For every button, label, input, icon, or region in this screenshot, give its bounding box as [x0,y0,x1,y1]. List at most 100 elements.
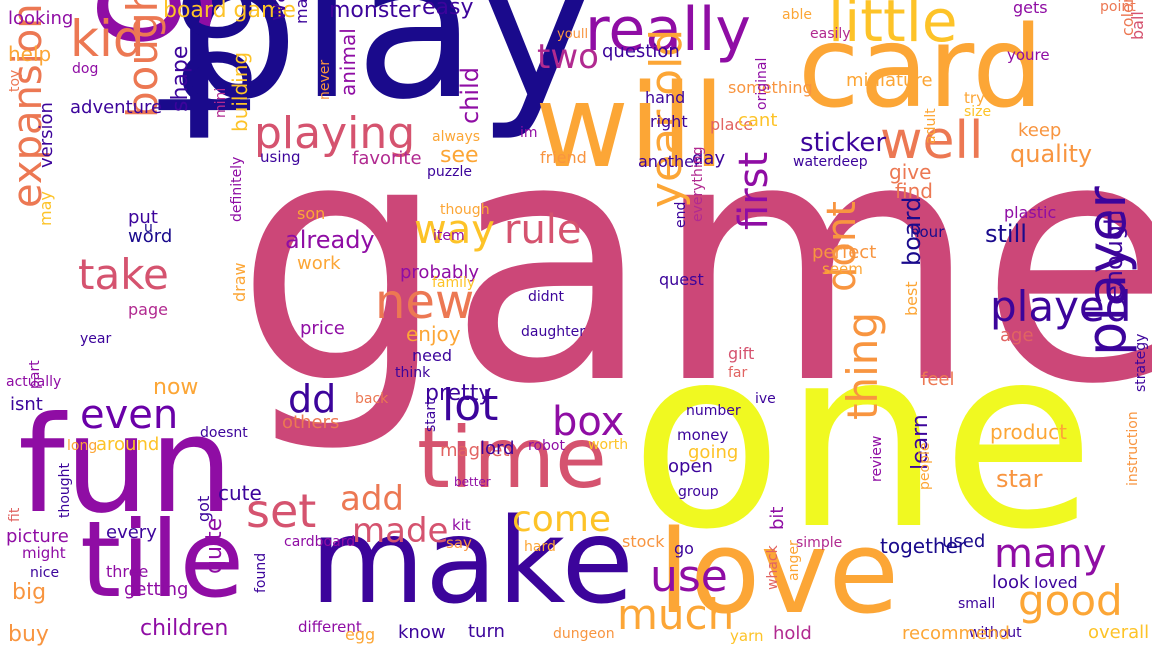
word-60: miniature [846,70,933,91]
word-125: overall [1088,622,1150,643]
word-148: year [80,331,112,347]
word-37: much [617,590,735,639]
word-176: nice [30,565,60,581]
word-43: easy [422,0,474,20]
word-38: many [994,531,1107,577]
word-69: find [895,179,933,203]
word-118: group [678,484,719,500]
word-107: star [996,465,1043,493]
word-131: easily [810,26,851,42]
word-95: quest [659,270,704,289]
word-194: simple [796,535,843,551]
word-177: three [106,562,149,581]
word-117: open [668,456,713,477]
word-46: want [266,0,291,21]
word-21: take [78,250,169,299]
word-83: word [128,226,173,247]
word-70: see [440,143,479,168]
word-63: right [650,112,688,131]
word-93: didnt [528,289,565,305]
word-66: day [692,148,726,169]
word-72: waterdeep [793,154,868,170]
word-1: one [630,293,1096,584]
word-57: keep [1018,120,1062,141]
word-16: well [880,111,984,171]
word-28: lot [442,380,499,431]
word-97: everything [690,146,706,222]
word-115: number [686,403,741,419]
word-164: doesnt [200,425,248,441]
word-142: never [317,59,333,100]
word-7: tile [80,499,245,621]
word-140: dog [72,61,99,77]
word-33: add [340,479,404,519]
word-96: end [673,201,689,228]
word-88: family [432,275,476,291]
word-126: without [969,625,1022,641]
word-9: love [658,506,900,640]
word-104: far [728,365,748,381]
word-124: loved [1034,573,1078,592]
word-29: even [80,392,179,438]
word-50: shape [168,45,193,112]
word-147: page [128,300,168,319]
word-197: recommend [902,623,1010,644]
word-101: age [1000,325,1034,346]
word-99: seem [822,260,863,278]
word-76: puzzle [427,164,472,180]
word-195: yarn [730,627,764,645]
word-112: plastic [1004,203,1057,222]
word-82: put [128,207,158,228]
word-23: way [414,207,495,253]
word-132: youll [557,27,589,42]
word-114: money [677,426,729,444]
word-22: new [375,274,475,330]
word-10: time [417,409,607,507]
word-189: go [674,539,694,558]
word-32: dd [288,377,337,421]
word-135: adult [923,108,939,144]
word-102: feel [921,369,955,390]
word-173: might [22,544,66,562]
word-136: original [754,57,770,110]
word-84: u [144,220,153,236]
word-152: now [153,375,199,400]
word-30: set [246,484,317,538]
word-3: will [535,60,725,194]
word-36: use [650,551,728,602]
word-80: though [440,202,490,218]
word-185: know [398,622,446,643]
word-123: look [992,572,1030,593]
word-172: say [446,534,472,552]
word-68: give [889,160,932,184]
word-103: gift [728,344,755,363]
word-153: back [355,391,389,407]
word-2: play [172,0,596,144]
word-162: long [67,438,98,454]
word-191: cardboard [284,534,356,550]
word-49: adventure [70,97,163,118]
word-19: playing [254,108,416,159]
word-145: child [456,67,484,124]
word-17: kid [70,10,145,68]
word-56: quality [1010,140,1093,168]
word-45: monster [329,0,421,23]
word-78: work [297,253,341,274]
word-6: fun [18,389,234,543]
word-120: bit [767,506,788,530]
word-141: mini [213,87,229,118]
word-128: point [1100,0,1136,15]
word-160: robot [528,438,565,454]
word-71: friend [540,148,587,167]
word-178: found [253,552,269,593]
word-184: egg [345,625,376,644]
word-130: able [782,7,812,23]
word-171: kit [452,516,471,534]
word-52: sticker [800,128,887,158]
word-188: stock [622,532,665,551]
word-175: quite [202,517,227,574]
word-183: different [298,618,362,636]
word-34: made [352,511,449,551]
word-77: already [285,226,375,254]
word-137: looking [8,8,74,29]
